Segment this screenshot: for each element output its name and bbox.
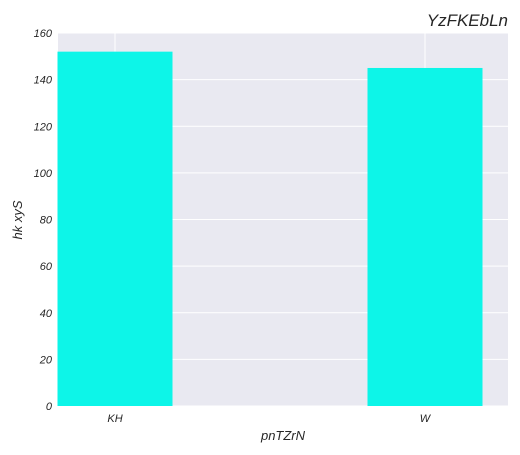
y-tick-label: 20 [39,354,53,366]
y-tick-label: 100 [34,168,53,180]
y-tick-label: 40 [40,308,53,320]
x-tick-label: KH [107,413,122,425]
x-tick-labels: KH W [107,413,431,425]
y-tick-label: 80 [40,215,53,227]
y-tick-label: 140 [34,75,53,87]
y-tick-label: 60 [40,261,53,273]
bar-kh [57,51,173,407]
y-tick-labels: 0 20 40 60 80 100 120 140 160 [34,28,53,413]
y-axis-label: hk xyS [10,200,25,239]
x-tick-label: W [420,413,432,425]
x-axis-label: pnTZrN [260,428,306,443]
y-tick-label: 120 [34,121,53,133]
y-tick-label: 160 [34,28,53,40]
chart-title: YzFKEbLn [427,11,508,30]
bars [57,51,483,407]
y-tick-label: 0 [46,401,53,413]
bar-w [367,67,483,406]
